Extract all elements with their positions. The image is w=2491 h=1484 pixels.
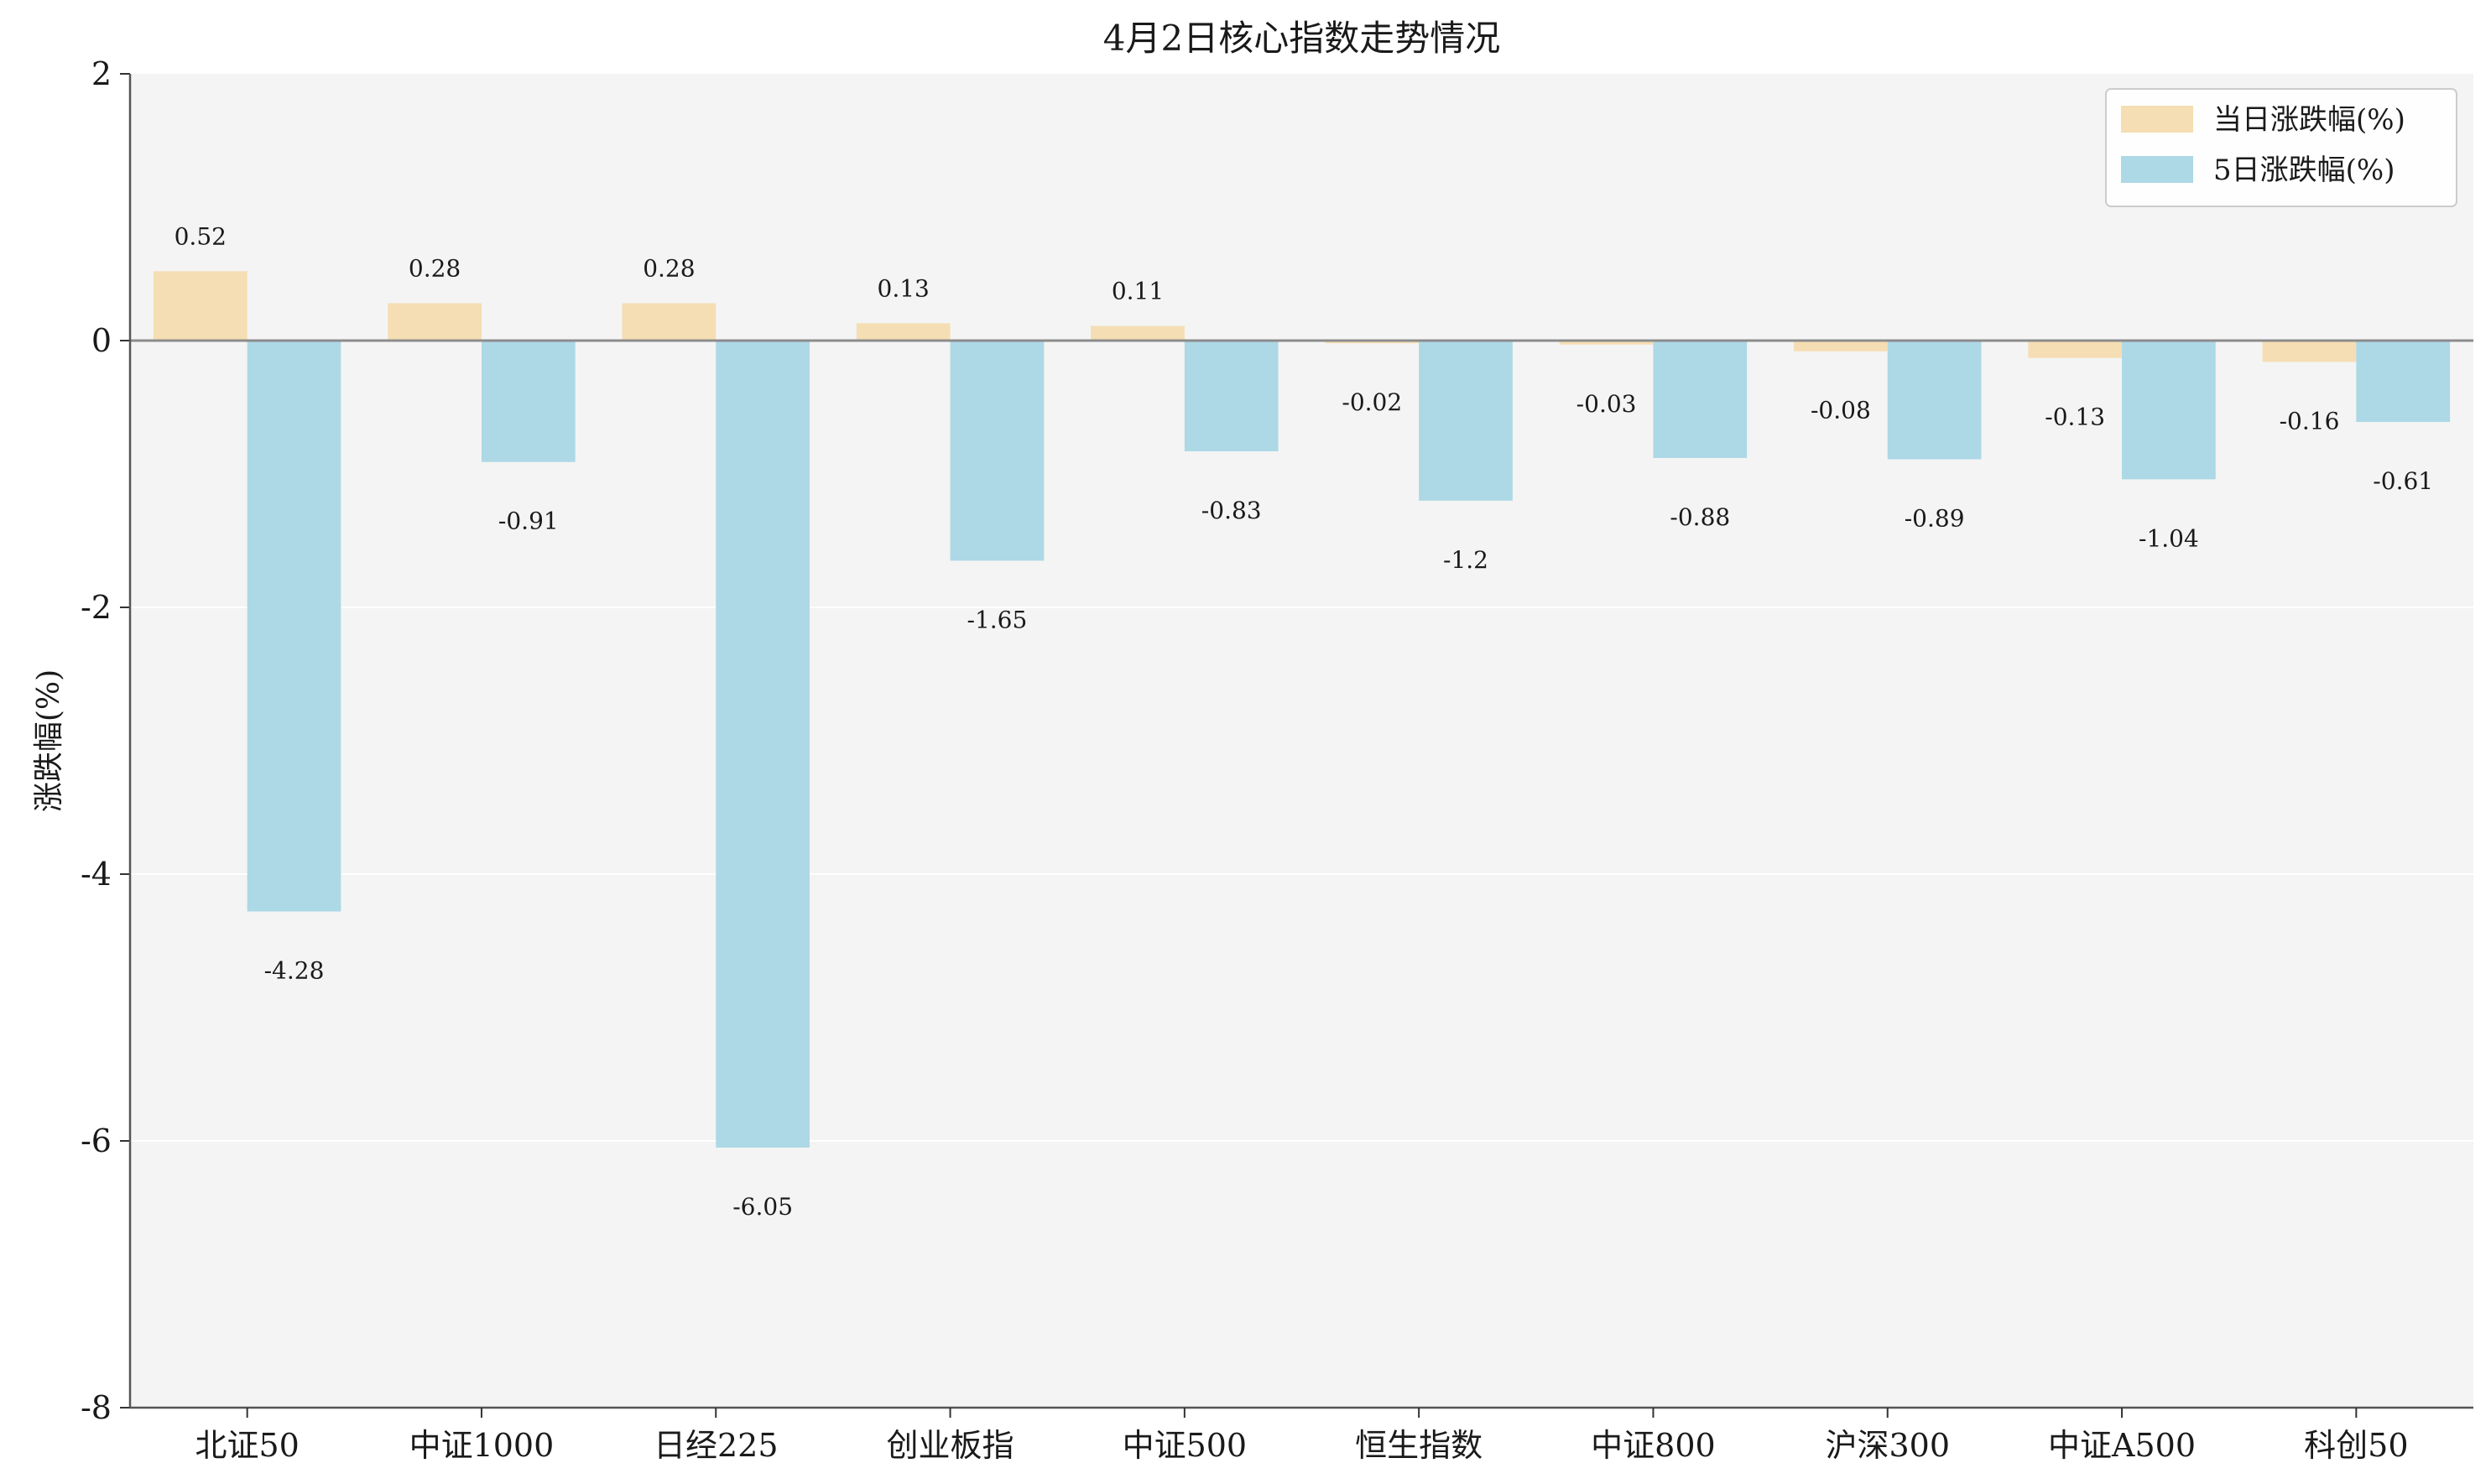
data-label-daily: -0.13: [2045, 404, 2105, 431]
y-axis-label: 涨跌幅(%): [32, 669, 66, 812]
x-tick-label: 中证500: [1123, 1427, 1248, 1464]
x-tick-label: 科创50: [2304, 1427, 2408, 1464]
bar-5day: [2122, 341, 2216, 480]
data-label-daily: -0.03: [1576, 390, 1637, 418]
plot-background: [130, 74, 2473, 1408]
data-label-5day: -1.65: [967, 606, 1028, 633]
data-label-5day: -0.89: [1905, 505, 1965, 533]
legend-label-5day: 5日涨跌幅(%): [2213, 154, 2395, 187]
data-label-5day: -1.2: [1443, 546, 1488, 574]
bar-daily: [2028, 341, 2123, 358]
data-label-5day: -0.88: [1670, 503, 1730, 531]
bars: [153, 271, 2451, 1148]
bar-labels: 0.52 0.28 0.28 0.13 0.11 -0.02 -0.03 -0.08 -0.13…: [175, 222, 2433, 1221]
x-tick-label: 沪深300: [1825, 1427, 1950, 1464]
bar-daily: [153, 271, 248, 341]
data-label-daily: 0.28: [643, 254, 695, 282]
chart-title: 4月2日核心指数走势情况: [1103, 18, 1500, 59]
bar-5day: [1653, 341, 1748, 458]
bar-5day: [481, 341, 576, 462]
data-label-5day: -4.28: [264, 957, 325, 985]
bar-5day: [716, 341, 810, 1148]
x-tick-label: 北证50: [195, 1427, 299, 1464]
data-label-daily: 0.52: [175, 222, 227, 250]
x-tick-label: 创业板指: [887, 1427, 1014, 1464]
bar-5day: [1419, 341, 1513, 501]
bar-5day: [247, 341, 341, 912]
data-label-5day: -6.05: [732, 1193, 793, 1221]
grid-lines: [130, 607, 2473, 1142]
data-label-5day: -0.91: [498, 508, 559, 535]
legend: 当日涨跌幅(%) 5日涨跌幅(%): [2105, 88, 2457, 207]
data-label-daily: 0.11: [1112, 278, 1164, 305]
y-tick-label: 2: [91, 55, 112, 92]
x-tick-label: 中证800: [1591, 1427, 1716, 1464]
y-tick-label: -6: [81, 1122, 112, 1159]
data-label-5day: -0.61: [2373, 467, 2433, 495]
data-label-5day: -1.04: [2139, 524, 2199, 552]
x-tick-label: 恒生指数: [1355, 1427, 1483, 1464]
bar-daily: [1325, 341, 1420, 344]
bar-daily: [622, 303, 717, 341]
data-label-daily: -0.02: [1342, 388, 1402, 416]
y-tick-label: -2: [81, 589, 112, 626]
bar-5day: [1887, 341, 1982, 460]
bar-daily: [1091, 325, 1185, 341]
bar-5day: [1184, 341, 1279, 451]
data-label-daily: -0.16: [2280, 407, 2340, 435]
data-label-daily: -0.08: [1811, 397, 1871, 424]
y-tick-label: -4: [81, 856, 112, 893]
bar-daily: [1559, 341, 1654, 345]
data-label-daily: 0.28: [409, 254, 461, 282]
bar-5day: [950, 341, 1045, 561]
bar-daily: [2262, 341, 2357, 362]
bar-5day: [2356, 341, 2451, 422]
legend-label-daily: 当日涨跌幅(%): [2213, 103, 2405, 137]
axes: 2 0 -2 -4 -6 -8 北证50 中证1000 日经225 创业板指 中证500 恒生指数 中证…: [81, 55, 2473, 1464]
x-tick-label: 日经225: [654, 1427, 779, 1464]
bar-daily: [1794, 341, 1888, 351]
y-tick-label: 0: [91, 322, 112, 359]
x-tick-label: 中证1000: [409, 1427, 555, 1464]
legend-box: [2105, 88, 2457, 207]
x-tick-label: 中证A500: [2048, 1427, 2196, 1464]
data-label-5day: -0.83: [1201, 497, 1262, 524]
bar-daily: [388, 303, 482, 341]
legend-swatch-daily: [2121, 106, 2193, 133]
bar-daily: [856, 323, 951, 341]
data-label-daily: 0.13: [878, 274, 930, 302]
y-tick-label: -8: [81, 1389, 112, 1426]
legend-swatch-5day: [2121, 156, 2193, 183]
